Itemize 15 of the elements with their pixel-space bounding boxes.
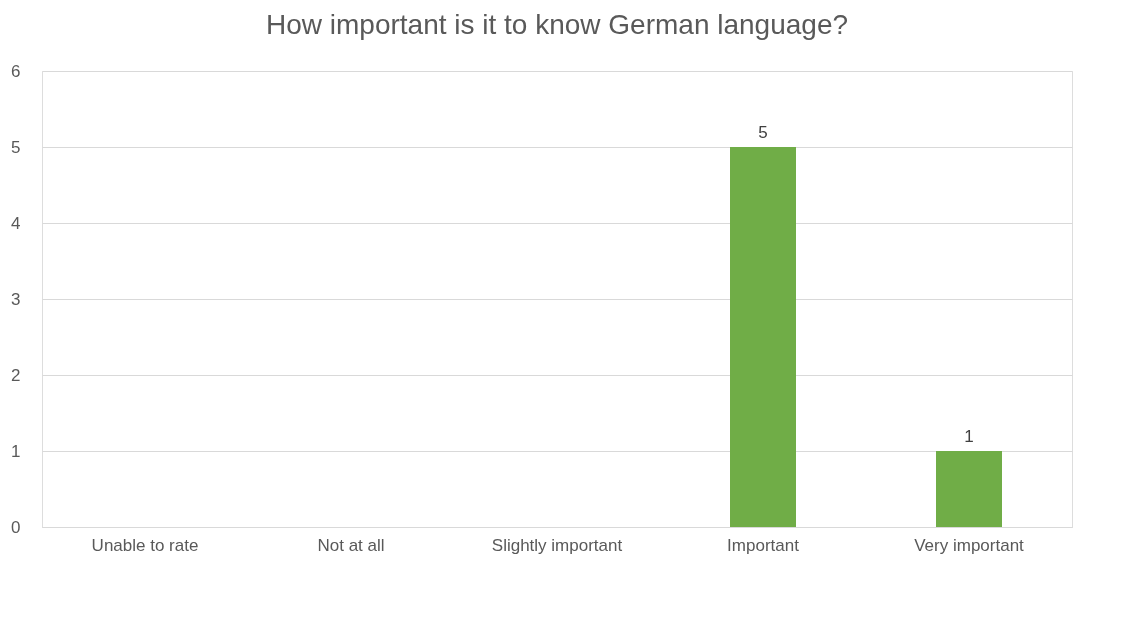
chart-title: How important is it to know German language? [265,9,849,40]
data-label: 1 [964,427,974,446]
y-tick-label: 1 [11,441,21,461]
data-label: 5 [758,123,768,142]
x-tick-label: Unable to rate [91,535,199,555]
x-tick-label: Important [727,535,800,555]
y-tick-label: 0 [11,517,21,537]
y-tick-label: 5 [11,137,21,157]
y-tick-label: 3 [11,289,21,309]
x-tick-label: Very important [914,535,1025,555]
x-tick-label: Not at all [317,535,385,555]
x-tick-label: Slightly important [491,535,623,555]
y-tick-label: 4 [11,213,21,233]
y-tick-label: 2 [11,365,21,385]
y-tick-label: 6 [11,61,21,81]
